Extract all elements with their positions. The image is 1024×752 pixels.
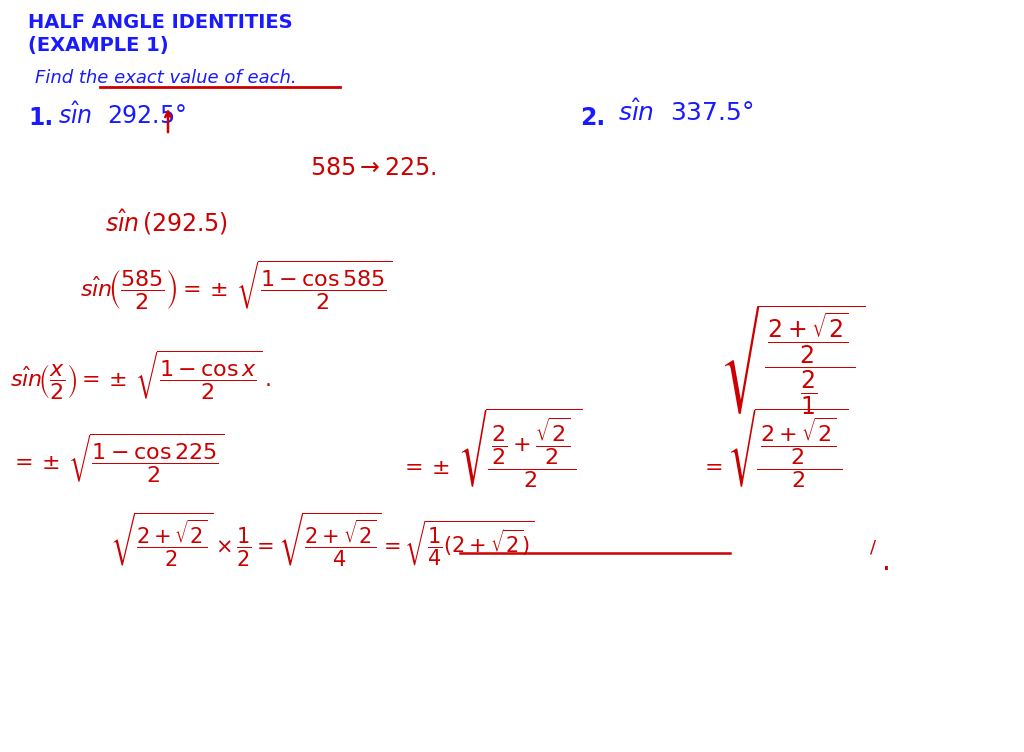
Text: $\sqrt{\,\dfrac{\,\dfrac{2+\sqrt{2}}{2}\,}{\dfrac{2}{1}}\,}$: $\sqrt{\,\dfrac{\,\dfrac{2+\sqrt{2}}{2}\… [720, 304, 865, 417]
Text: $s\hat{\imath}n\!\left(\dfrac{585}{2}\right) = \pm\,\sqrt{\dfrac{1-\cos 585}{2}}: $s\hat{\imath}n\!\left(\dfrac{585}{2}\ri… [80, 259, 392, 311]
Text: $s\hat{\imath}n\,(292.5)$: $s\hat{\imath}n\,(292.5)$ [105, 208, 228, 237]
Text: $s\hat{\imath}n\!\left(\dfrac{x}{2}\right) = \pm\,\sqrt{\dfrac{1-\cos x}{2}}\,.$: $s\hat{\imath}n\!\left(\dfrac{x}{2}\righ… [10, 348, 270, 402]
Text: Find the exact value of each.: Find the exact value of each. [35, 69, 297, 87]
Text: 1.: 1. [28, 106, 53, 130]
Text: 2.: 2. [580, 106, 605, 130]
Text: /: / [870, 539, 877, 557]
Text: $=\pm\,\sqrt{\dfrac{\,\dfrac{2}{2}+\dfrac{\sqrt{2}}{2}\,}{2}}$: $=\pm\,\sqrt{\dfrac{\,\dfrac{2}{2}+\dfra… [400, 406, 582, 490]
Text: $s\hat{\imath}n\ \ 292.5°$: $s\hat{\imath}n\ \ 292.5°$ [58, 103, 185, 129]
Text: $s\hat{\imath}n\ \ 337.5°$: $s\hat{\imath}n\ \ 337.5°$ [618, 100, 754, 126]
Text: $=\sqrt{\dfrac{\,\dfrac{2+\sqrt{2}}{2}\,}{2}}$: $=\sqrt{\dfrac{\,\dfrac{2+\sqrt{2}}{2}\,… [700, 406, 849, 490]
Text: $585 \rightarrow 225.$: $585 \rightarrow 225.$ [310, 156, 436, 180]
Text: .: . [882, 548, 891, 576]
Text: (EXAMPLE 1): (EXAMPLE 1) [28, 37, 169, 56]
Text: $=\pm\,\sqrt{\dfrac{1-\cos 225}{2}}$: $=\pm\,\sqrt{\dfrac{1-\cos 225}{2}}$ [10, 432, 224, 485]
Text: $\sqrt{\dfrac{2+\sqrt{2}}{2}}\times\dfrac{1}{2}=\sqrt{\dfrac{2+\sqrt{2}}{4}}=\sq: $\sqrt{\dfrac{2+\sqrt{2}}{2}}\times\dfra… [110, 511, 535, 569]
Text: HALF ANGLE IDENTITIES: HALF ANGLE IDENTITIES [28, 13, 293, 32]
